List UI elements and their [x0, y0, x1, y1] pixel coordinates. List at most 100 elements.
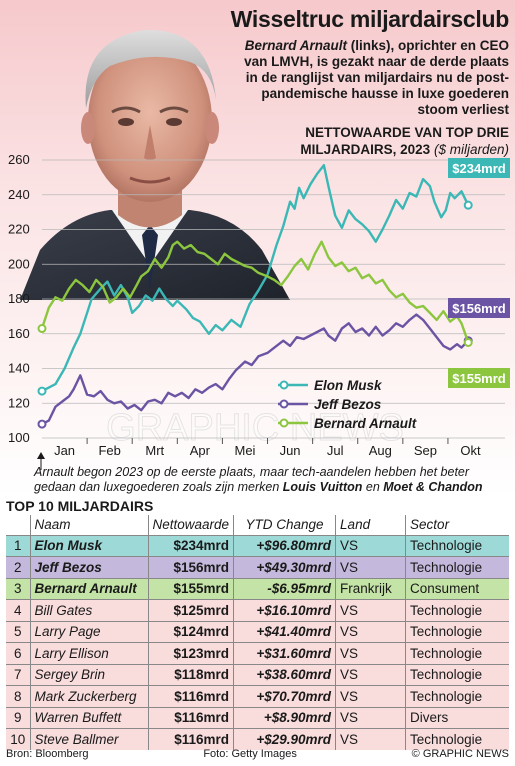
billionaires-table: Naam Nettowaarde YTD Change Land Sector …	[6, 515, 509, 750]
cell-name: Bernard Arnault	[29, 578, 148, 600]
cell-name: Elon Musk	[29, 535, 148, 557]
cell-country: Frankrijk	[335, 578, 406, 600]
header-ytd: YTD Change	[233, 515, 336, 535]
watermark-text: GRAPHIC NEWS	[106, 407, 404, 449]
header-networth: Nettowaarde	[147, 515, 234, 535]
cell-ytd: -$6.95mrd	[233, 578, 336, 600]
subtitle-name: Bernard Arnault	[244, 38, 347, 53]
chart-unit: ($ miljarden)	[433, 142, 509, 157]
x-tick-label: Apr	[190, 443, 211, 458]
cell-rank: 1	[13, 538, 22, 554]
cell-sector: Technologie	[405, 664, 509, 686]
note-text: Arnault begon 2023 op de eerste plaats, …	[34, 465, 470, 494]
cell-ytd: +$8.90mrd	[233, 707, 336, 729]
cell-networth: $123mrd	[147, 642, 234, 664]
y-tick-label: 200	[8, 256, 30, 271]
cell-rank: 7	[13, 667, 22, 683]
legend-marker	[279, 399, 289, 409]
cell-country: VS	[335, 556, 406, 578]
cell-sector: Technologie	[405, 599, 509, 621]
cell-name: Steve Ballmer	[29, 728, 148, 750]
legend-label: Bernard Arnault	[314, 416, 417, 431]
x-tick-label: Feb	[98, 443, 120, 458]
y-tick-label: 120	[8, 395, 30, 410]
x-tick-label: Okt	[460, 443, 481, 458]
end-label-box	[448, 298, 510, 318]
x-tick-label: Aug	[369, 443, 392, 458]
table-row: 6 Larry Ellison $123mrd +$31.60mrd VS Te…	[6, 642, 509, 664]
page-title: Wisseltruc miljardairsclub	[230, 6, 510, 32]
legend-label: Elon Musk	[314, 378, 383, 393]
y-tick-label: 160	[8, 326, 30, 341]
networth-line-chart: GRAPHIC NEWS 100 120 140 160 180 200 220 240 260…	[8, 152, 510, 470]
legend-marker	[279, 418, 289, 428]
cell-sector: Technologie	[405, 642, 509, 664]
cell-country: VS	[335, 535, 406, 557]
x-tick-label: Jul	[327, 443, 344, 458]
cell-country: VS	[335, 664, 406, 686]
cell-rank: 3	[13, 581, 22, 597]
chart-note: Arnault begon 2023 op de eerste plaats, …	[34, 465, 510, 495]
note-arrow-head	[37, 452, 45, 459]
table-row: 5 Larry Page $124mrd +$41.40mrd VS Techn…	[6, 621, 509, 643]
cell-name: Warren Buffett	[29, 707, 148, 729]
table-row: 1 Elon Musk $234mrd +$96.80mrd VS Techno…	[6, 535, 509, 557]
y-tick-label: 220	[8, 222, 30, 237]
y-tick-label: 240	[8, 187, 30, 202]
chart-heading: NETTOWAARDE VAN TOP DRIE MILJARDAIRS, 20…	[250, 124, 509, 158]
series-line-arnault	[40, 240, 470, 343]
cell-country: VS	[335, 728, 406, 750]
cell-sector: Technologie	[405, 621, 509, 643]
cell-country: VS	[335, 685, 406, 707]
y-tick-label: 180	[8, 291, 30, 306]
header-sector: Sector	[405, 515, 509, 535]
cell-ytd: +$70.70mrd	[233, 685, 336, 707]
x-tick-label: Sep	[414, 443, 437, 458]
cell-rank: 2	[13, 559, 22, 575]
cell-country: VS	[335, 707, 406, 729]
cell-ytd: +$41.40mrd	[233, 621, 336, 643]
cell-sector: Technologie	[405, 535, 509, 557]
series-line-musk	[41, 163, 470, 393]
cell-ytd: +$16.10mrd	[233, 599, 336, 621]
cell-name: Larry Ellison	[29, 642, 148, 664]
cell-sector: Technologie	[405, 556, 509, 578]
chart-heading-text: NETTOWAARDE VAN TOP DRIE MILJARDAIRS, 20…	[300, 125, 509, 157]
x-tick-label: Mrt	[145, 443, 164, 458]
cell-name: Jeff Bezos	[29, 556, 148, 578]
note-and: en	[362, 480, 384, 494]
watermark: GRAPHIC NEWS	[106, 407, 405, 450]
cell-country: VS	[335, 621, 406, 643]
cell-ytd: +$96.80mrd	[233, 535, 336, 557]
cell-sector: Technologie	[405, 728, 509, 750]
footer-source: Bron: Bloomberg	[6, 748, 89, 760]
subtitle: Bernard Arnault (links), oprichter en CE…	[232, 38, 509, 118]
series-start-point	[37, 419, 47, 429]
series-start-point	[37, 386, 47, 396]
cell-networth: $118mrd	[147, 664, 234, 686]
table-row: 7 Sergey Brin $118mrd +$38.60mrd VS Tech…	[6, 664, 509, 686]
end-label: $156mrd	[452, 301, 506, 316]
cell-ytd: +$38.60mrd	[233, 664, 336, 686]
end-label: $234mrd	[452, 161, 506, 176]
footer-photo-credit: Foto: Getty Images	[203, 748, 297, 760]
y-tick-label: 100	[8, 430, 30, 445]
cell-rank: 8	[13, 688, 22, 704]
cell-networth: $155mrd	[147, 578, 234, 600]
header-name: Naam	[29, 515, 148, 535]
table-header-row: Naam Nettowaarde YTD Change Land Sector	[6, 515, 509, 535]
cell-networth: $234mrd	[147, 535, 234, 557]
cell-country: VS	[335, 599, 406, 621]
series-end-point	[463, 337, 473, 347]
subtitle-text: (links), oprichter en CEO van LMVH, is g…	[244, 38, 509, 117]
cell-networth: $116mrd	[147, 728, 234, 750]
cell-networth: $156mrd	[147, 556, 234, 578]
cell-rank: 10	[10, 732, 26, 747]
note-brand-1: Louis Vuitton	[282, 480, 363, 494]
cell-rank: 6	[13, 645, 22, 661]
legend-marker	[279, 380, 289, 390]
cell-networth: $116mrd	[147, 685, 234, 707]
series-line-bezos	[41, 313, 470, 426]
cell-sector: Divers	[405, 707, 509, 729]
header-rank	[6, 515, 30, 535]
